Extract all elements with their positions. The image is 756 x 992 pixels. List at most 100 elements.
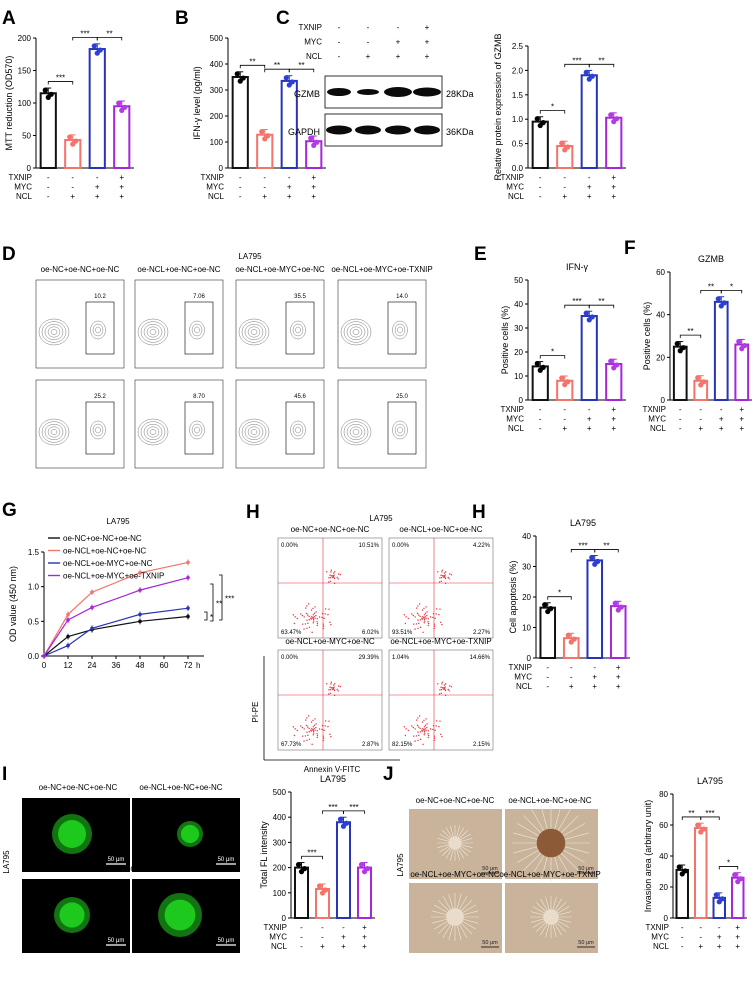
y-tick-label: 300 xyxy=(210,86,224,95)
scatter-point xyxy=(419,619,422,621)
scatter-point xyxy=(313,724,316,727)
scatter-point xyxy=(315,726,317,729)
scatter-point xyxy=(440,733,442,736)
blot-size: 28KDa xyxy=(446,89,474,99)
scatter-point xyxy=(439,689,441,691)
scatter-point xyxy=(329,574,331,576)
data-point xyxy=(608,112,614,118)
y-tick-label: 10 xyxy=(514,372,523,381)
flow-contour xyxy=(137,418,169,446)
condition-sign: + xyxy=(719,424,724,433)
flow-contour-gated xyxy=(194,326,200,334)
scatter-point xyxy=(337,685,340,687)
condition-label: MYC xyxy=(651,933,669,942)
flow-contour-gated xyxy=(95,326,101,334)
condition-sign: - xyxy=(263,183,266,192)
scatter-point xyxy=(303,740,305,742)
data-point xyxy=(677,348,683,354)
scatter-point xyxy=(328,720,330,722)
flow-contour-gated xyxy=(194,426,200,434)
scatter-point xyxy=(424,615,426,618)
scatter-point xyxy=(321,728,323,731)
scatter-point xyxy=(315,723,317,725)
panel-letter-G: G xyxy=(2,500,17,521)
scatter-point xyxy=(332,688,334,691)
scatter-point xyxy=(438,581,441,583)
condition-label: NCL xyxy=(653,942,670,951)
flow-group-label: oe-NCL+oe-MYC+oe-TXNIP xyxy=(331,265,432,274)
scatter-point xyxy=(422,631,424,634)
condition-sign: + xyxy=(587,415,592,424)
flow-contour xyxy=(44,323,64,341)
scatter-point xyxy=(418,603,421,605)
condition-label: TXNIP xyxy=(500,173,524,182)
bar xyxy=(580,74,598,169)
flow-contour xyxy=(241,421,267,443)
flow-group-label: oe-NCL+oe-MYC+oe-TXNIP xyxy=(390,637,491,646)
flow-contour xyxy=(137,318,169,346)
y-tick-label: 100 xyxy=(210,138,224,147)
scatter-point xyxy=(339,686,342,688)
scatter-point xyxy=(316,733,318,735)
flow-contour xyxy=(44,423,64,441)
scatter-point xyxy=(441,623,443,626)
scatter-point xyxy=(313,727,315,730)
condition-sign: - xyxy=(300,942,303,951)
scatter-point xyxy=(316,618,319,620)
flow-plot-frame xyxy=(337,379,427,469)
x-tick-label: 60 xyxy=(160,661,169,670)
flow-contour xyxy=(50,329,58,335)
scatter-point xyxy=(448,573,451,575)
sig-label: ** xyxy=(687,327,693,336)
scatter-point xyxy=(328,689,330,691)
scatter-point xyxy=(419,615,421,618)
sig-label: * xyxy=(727,859,730,868)
panel-letter-E: E xyxy=(474,244,487,265)
scatter-point xyxy=(314,617,316,619)
condition-sign: + xyxy=(119,183,124,192)
spheroid-core xyxy=(59,902,85,928)
data-point xyxy=(568,639,574,645)
flow-contour-gated xyxy=(394,423,406,437)
condition-sign: + xyxy=(611,415,616,424)
condition-label: TXNIP xyxy=(500,405,524,414)
scatter-point xyxy=(414,728,416,730)
quadrant-value: 2.87% xyxy=(362,742,380,748)
condition-sign: + xyxy=(611,173,616,182)
flow-contour-gated xyxy=(292,323,304,337)
scatter-point xyxy=(444,688,446,690)
gate-value: 10.2 xyxy=(94,294,106,300)
data-point xyxy=(94,50,100,56)
scatter-point xyxy=(332,575,334,577)
scatter-point xyxy=(312,729,314,731)
condition-sign: + xyxy=(320,942,325,951)
chart-title: IFN-γ xyxy=(566,262,588,272)
data-point xyxy=(695,822,701,828)
scatter-point xyxy=(438,725,440,728)
scatter-point xyxy=(441,735,443,738)
data-point xyxy=(592,561,598,567)
y-tick-label: 400 xyxy=(210,60,224,69)
scatter-point xyxy=(437,683,439,685)
sig-label: *** xyxy=(56,74,65,83)
scatter-point xyxy=(439,577,441,579)
flow-contour xyxy=(352,429,360,435)
scatter-point xyxy=(418,715,421,717)
scatter-point xyxy=(441,569,443,571)
sig-bracket xyxy=(700,816,720,820)
blot-band xyxy=(327,88,351,96)
condition-sign: - xyxy=(539,424,542,433)
bar xyxy=(293,866,310,919)
scatter-point xyxy=(312,622,314,624)
blot-band xyxy=(414,125,440,135)
flow-gate xyxy=(85,301,115,355)
gate-value: 25.0 xyxy=(396,394,408,400)
bar xyxy=(580,315,598,401)
quadrant-value: 82.15% xyxy=(392,742,413,748)
scatter-point xyxy=(423,617,425,619)
y-tick-label: 100 xyxy=(18,99,32,108)
scatter-point xyxy=(294,728,296,730)
y-axis-label: Cell apoptosis (%) xyxy=(508,560,518,633)
condition-sign: - xyxy=(539,192,542,201)
scatter-point xyxy=(321,613,324,615)
